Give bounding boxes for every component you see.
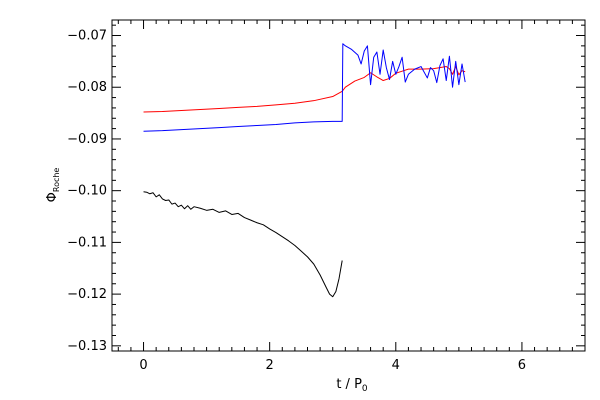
labels-layer: 0 2 4 6 −0.13 −0.12 −0.11 −0.10 −0.09 −0.08 −0.07 xyxy=(67,29,526,373)
series-line-1 xyxy=(143,191,343,298)
x-axis-title-subscript: 0 xyxy=(362,384,368,394)
y-tick-label: −0.12 xyxy=(67,287,107,302)
series-line-2 xyxy=(143,66,466,113)
y-axis-title: ΦRoche xyxy=(45,168,61,203)
x-tick-label: 6 xyxy=(518,358,526,373)
ticks-layer xyxy=(112,20,586,351)
y-tick-label: −0.11 xyxy=(67,235,107,250)
x-axis-title: t / P0 xyxy=(336,377,368,394)
y-axis-title-subscript: Roche xyxy=(52,168,61,193)
y-axis-title-main: Φ xyxy=(45,192,60,202)
x-tick-label: 2 xyxy=(266,358,274,373)
series-layer xyxy=(143,43,466,298)
y-tick-label: −0.08 xyxy=(67,80,107,95)
y-tick-label: −0.13 xyxy=(67,339,107,354)
y-tick-label: −0.10 xyxy=(67,184,107,199)
plot-frame xyxy=(111,19,586,352)
x-axis-title-main: t / P xyxy=(336,377,362,392)
series-line-3 xyxy=(143,43,466,132)
y-tick-label: −0.07 xyxy=(67,29,107,44)
y-tick-label: −0.09 xyxy=(67,132,107,147)
x-tick-label: 4 xyxy=(392,358,400,373)
x-tick-label: 0 xyxy=(139,358,147,373)
